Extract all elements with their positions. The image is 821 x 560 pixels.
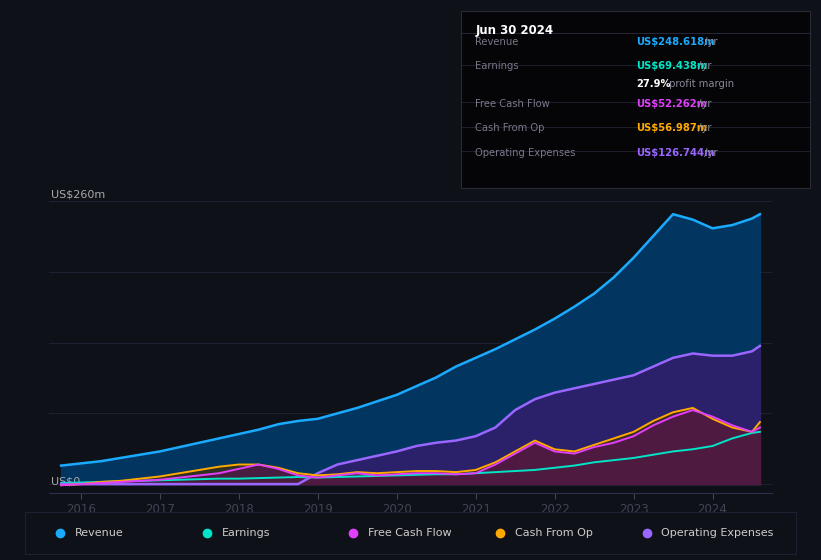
Text: Revenue: Revenue bbox=[475, 37, 519, 47]
Text: Free Cash Flow: Free Cash Flow bbox=[475, 100, 550, 109]
Text: Cash From Op: Cash From Op bbox=[475, 123, 545, 133]
Text: Jun 30 2024: Jun 30 2024 bbox=[475, 24, 553, 36]
Text: /yr: /yr bbox=[695, 100, 712, 109]
Text: Operating Expenses: Operating Expenses bbox=[662, 529, 773, 538]
Text: Operating Expenses: Operating Expenses bbox=[475, 148, 576, 158]
Text: US$248.618m: US$248.618m bbox=[636, 37, 714, 47]
Text: US$0: US$0 bbox=[51, 477, 80, 487]
Text: US$260m: US$260m bbox=[51, 189, 105, 199]
Text: Revenue: Revenue bbox=[75, 529, 123, 538]
Text: Cash From Op: Cash From Op bbox=[515, 529, 593, 538]
Text: Free Cash Flow: Free Cash Flow bbox=[368, 529, 452, 538]
Text: /yr: /yr bbox=[695, 60, 712, 71]
Text: 27.9%: 27.9% bbox=[636, 79, 671, 89]
Text: US$52.262m: US$52.262m bbox=[636, 100, 707, 109]
Text: US$69.438m: US$69.438m bbox=[636, 60, 707, 71]
Text: US$56.987m: US$56.987m bbox=[636, 123, 707, 133]
Text: Earnings: Earnings bbox=[222, 529, 270, 538]
Text: US$126.744m: US$126.744m bbox=[636, 148, 714, 158]
Text: /yr: /yr bbox=[701, 148, 718, 158]
Text: /yr: /yr bbox=[695, 123, 712, 133]
Text: profit margin: profit margin bbox=[666, 79, 734, 89]
Text: Earnings: Earnings bbox=[475, 60, 519, 71]
Text: /yr: /yr bbox=[701, 37, 718, 47]
